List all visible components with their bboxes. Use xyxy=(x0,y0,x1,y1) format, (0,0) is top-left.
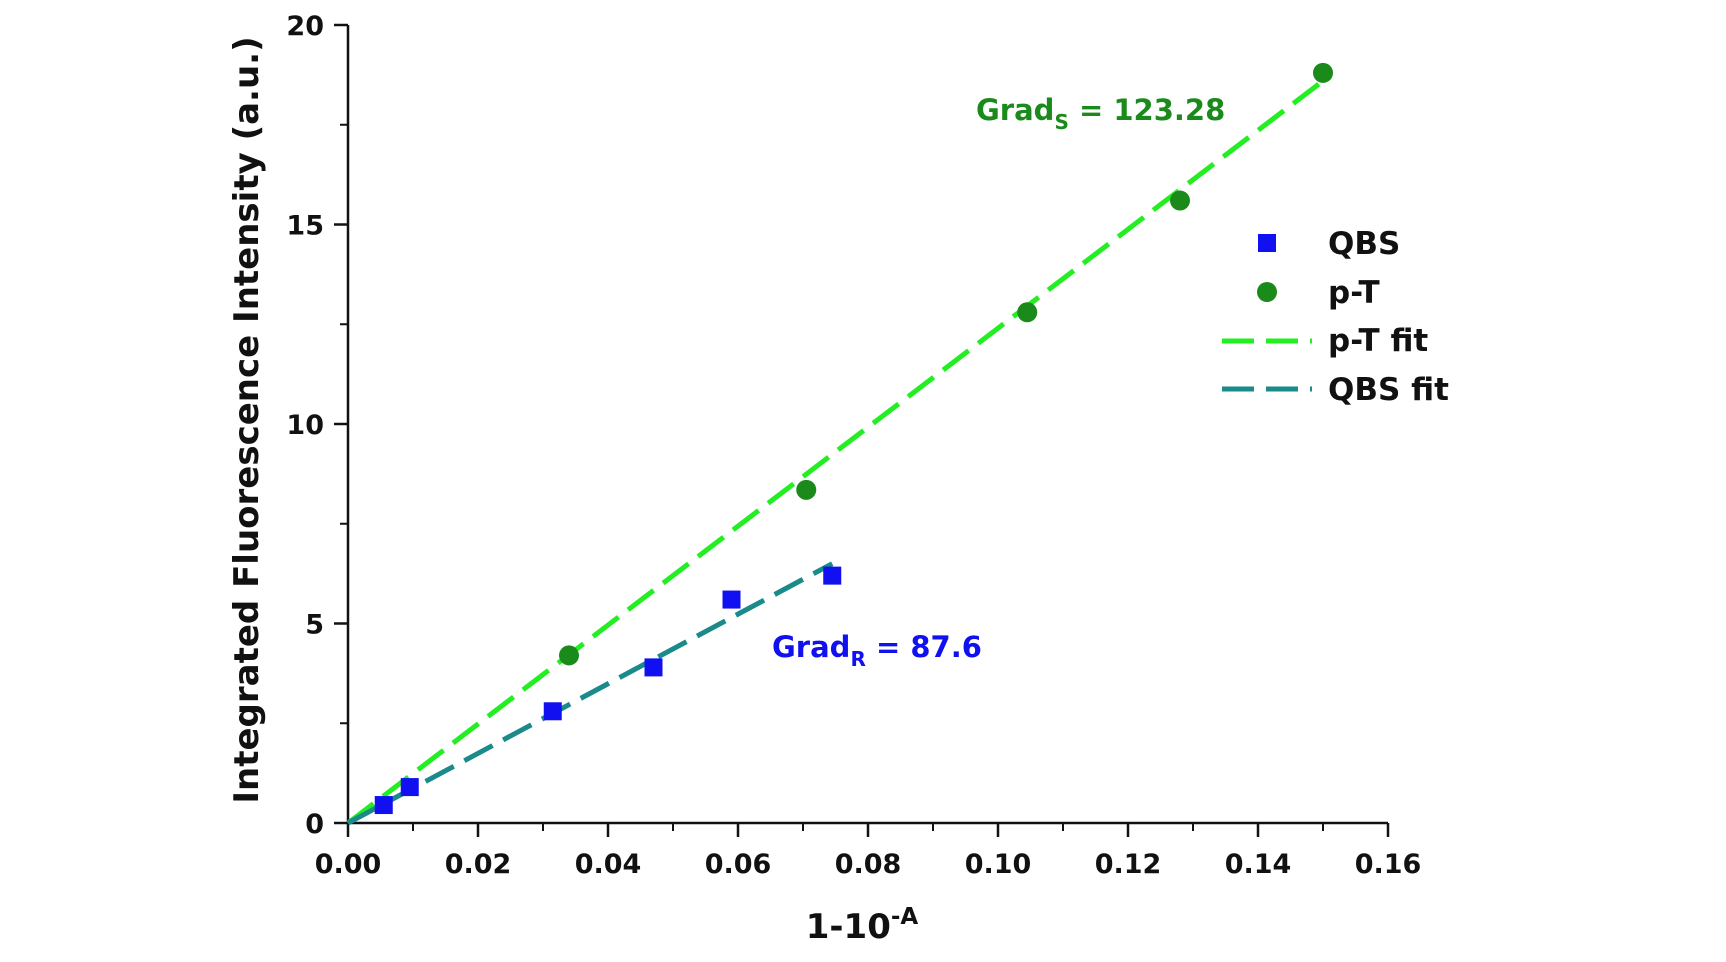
legend-marker-pt xyxy=(1257,282,1277,302)
point-p-t xyxy=(1170,190,1190,211)
y-tick-label: 5 xyxy=(305,610,324,641)
legend-marker-qbs xyxy=(1258,234,1276,252)
fit-lines xyxy=(346,78,1325,826)
point-p-t xyxy=(1313,62,1333,83)
y-axis-ticks: 0 5 10 15 20 xyxy=(286,11,348,840)
x-tick-label: 0.06 xyxy=(705,849,772,880)
legend-label-pt-fit: p-T fit xyxy=(1328,323,1428,359)
point-p-t xyxy=(1017,302,1038,323)
annotation-grad-r: GradR = 87.6 xyxy=(772,630,982,671)
legend-label-qbs: QBS xyxy=(1328,226,1400,262)
x-tick-label: 0.04 xyxy=(575,849,642,880)
legend-label-pt: p-T xyxy=(1328,275,1380,311)
annotation-grad-s: GradS = 123.28 xyxy=(976,93,1225,134)
point-qbs xyxy=(823,566,842,585)
x-tick-label: 0.14 xyxy=(1225,849,1292,880)
x-axis-label: 1-10-A xyxy=(806,904,919,947)
fit-line-p-t-fit xyxy=(346,78,1325,825)
point-p-t xyxy=(796,479,817,500)
legend-label-qbs-fit: QBS fit xyxy=(1328,372,1449,408)
y-tick-label: 20 xyxy=(286,11,324,42)
point-qbs xyxy=(543,702,562,721)
x-tick-label: 0.16 xyxy=(1355,849,1422,880)
y-axis-label: Integrated Fluorescence Intensity (a.u.) xyxy=(227,36,267,803)
x-tick-label: 0.00 xyxy=(315,849,382,880)
fit-line-qbs-fit xyxy=(346,561,834,826)
y-tick-label: 15 xyxy=(286,211,324,242)
x-axis-ticks: 0.00 0.02 0.04 0.06 0.08 0.10 0.12 0.14 0.16 xyxy=(315,823,1422,880)
y-tick-label: 10 xyxy=(286,410,324,441)
point-qbs xyxy=(374,796,393,815)
point-qbs xyxy=(644,658,663,677)
data-points xyxy=(374,62,1333,815)
point-qbs xyxy=(400,778,419,797)
x-tick-label: 0.12 xyxy=(1095,849,1162,880)
point-qbs xyxy=(722,590,741,609)
x-tick-label: 0.02 xyxy=(445,849,512,880)
x-tick-label: 0.08 xyxy=(835,849,902,880)
point-p-t xyxy=(559,645,579,666)
legend: QBS p-T p-T fit QBS fit xyxy=(1222,226,1449,408)
y-tick-label: 0 xyxy=(305,809,324,840)
x-tick-label: 0.10 xyxy=(965,849,1032,880)
